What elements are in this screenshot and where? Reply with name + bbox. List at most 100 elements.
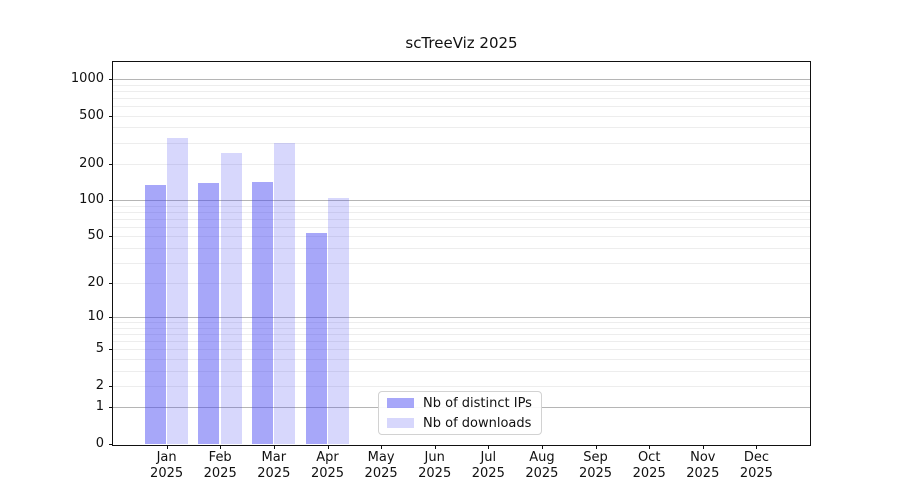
x-tick-mark-dec: [756, 445, 758, 449]
legend-swatch-distinct-ips: [387, 398, 414, 408]
y-tick-label-20: 20: [87, 275, 104, 291]
gridline-minor-6: [113, 341, 810, 343]
bar-jan-downloads: [167, 138, 189, 444]
bar-mar-distinct-ips: [251, 181, 273, 444]
gridline-minor-60: [113, 226, 810, 228]
gridline-minor-2: [113, 386, 810, 387]
x-tick-label-oct: Oct 2025: [621, 450, 677, 482]
x-tick-month: Jan: [156, 450, 177, 465]
x-tick-mark-nov: [702, 445, 704, 449]
legend: Nb of distinct IPs Nb of downloads: [378, 391, 542, 435]
x-tick-mark-jan: [166, 445, 168, 449]
gridline-minor-300: [113, 142, 810, 144]
chart-title: scTreeViz 2025: [405, 34, 518, 52]
gridline-minor-90: [113, 205, 810, 207]
legend-label: Nb of distinct IPs: [423, 395, 532, 411]
y-tick-mark-1000: [109, 79, 113, 80]
x-tick-month: Jun: [424, 450, 445, 465]
gridline-minor-8: [113, 327, 810, 329]
gridline-major-1000: [113, 79, 810, 80]
y-tick-label-5: 5: [95, 341, 104, 357]
legend-label: Nb of downloads: [423, 415, 532, 431]
x-tick-label-jan: Jan 2025: [139, 450, 195, 482]
bar-apr-downloads: [328, 197, 349, 444]
bar-feb-distinct-ips: [198, 182, 220, 444]
x-tick-mark-oct: [649, 445, 651, 449]
x-tick-month: Sep: [583, 450, 608, 465]
x-tick-month: Oct: [637, 450, 661, 465]
x-tick-year: 2025: [257, 466, 291, 481]
gridline-minor-20: [113, 283, 810, 285]
gridline-minor-900: [113, 84, 810, 86]
y-tick-mark-200: [109, 163, 113, 165]
bar-jan-distinct-ips: [144, 184, 166, 444]
x-tick-year: 2025: [525, 466, 559, 481]
y-tick-mark-100: [109, 200, 113, 202]
x-tick-label-jun: Jun 2025: [407, 450, 463, 482]
y-tick-label-10: 10: [87, 309, 104, 325]
x-tick-month: Nov: [690, 450, 716, 465]
gridline-major-100: [113, 200, 810, 202]
x-tick-label-nov: Nov 2025: [675, 450, 731, 482]
x-tick-label-aug: Aug 2025: [514, 450, 570, 482]
bar-mar-downloads: [274, 142, 296, 444]
y-tick-mark-5: [109, 349, 113, 351]
gridline-minor-4: [113, 359, 810, 360]
x-tick-label-feb: Feb 2025: [192, 450, 248, 482]
x-tick-mark-apr: [327, 445, 329, 449]
gridline-minor-800: [113, 90, 810, 92]
y-tick-mark-50: [109, 236, 113, 238]
y-tick-label-0: 0: [95, 436, 104, 451]
y-tick-label-500: 500: [79, 107, 104, 123]
y-tick-label-1000: 1000: [70, 71, 104, 86]
legend-swatch-downloads: [387, 418, 414, 428]
x-tick-mark-may: [381, 445, 383, 449]
y-tick-label-1: 1: [95, 399, 104, 415]
x-tick-label-mar: Mar 2025: [246, 450, 302, 482]
y-tick-label-50: 50: [87, 228, 104, 244]
gridline-minor-50: [113, 236, 810, 238]
gridline-minor-7: [113, 334, 810, 336]
gridline-minor-5: [113, 349, 810, 351]
legend-row-downloads: Nb of downloads: [379, 415, 541, 432]
y-tick-mark-2: [109, 386, 113, 387]
x-tick-label-sep: Sep 2025: [568, 450, 624, 482]
y-tick-mark-500: [109, 115, 113, 117]
y-tick-mark-10: [109, 317, 113, 319]
x-tick-mark-mar: [273, 445, 275, 449]
x-tick-year: 2025: [150, 466, 184, 481]
x-tick-label-apr: Apr 2025: [300, 450, 356, 482]
x-tick-mark-sep: [595, 445, 597, 449]
y-tick-label-2: 2: [95, 378, 104, 393]
x-tick-mark-feb: [220, 445, 222, 449]
x-tick-label-may: May 2025: [353, 450, 409, 482]
x-tick-month: Feb: [208, 450, 232, 465]
gridline-minor-30: [113, 262, 810, 264]
gridline-minor-500: [113, 115, 810, 117]
gridline-minor-600: [113, 106, 810, 107]
x-tick-mark-jul: [488, 445, 490, 449]
x-tick-label-dec: Dec 2025: [728, 450, 784, 482]
x-tick-year: 2025: [471, 466, 505, 481]
x-tick-label-jul: Jul 2025: [460, 450, 516, 482]
y-tick-label-100: 100: [79, 192, 104, 208]
x-tick-year: 2025: [203, 466, 237, 481]
bar-feb-downloads: [220, 153, 242, 444]
x-tick-year: 2025: [418, 466, 452, 481]
gridline-minor-3: [113, 370, 810, 372]
x-tick-month: Dec: [743, 450, 769, 465]
gridline-minor-700: [113, 97, 810, 99]
x-tick-year: 2025: [578, 466, 613, 481]
gridline-minor-400: [113, 127, 810, 129]
x-tick-month: Mar: [261, 450, 287, 465]
x-tick-year: 2025: [686, 466, 720, 481]
gridline-minor-70: [113, 218, 810, 220]
legend-row-distinct-ips: Nb of distinct IPs: [379, 395, 541, 412]
x-tick-year: 2025: [310, 466, 345, 481]
y-tick-mark-1: [109, 407, 113, 409]
y-tick-mark-20: [109, 283, 113, 285]
gridline-minor-200: [113, 163, 810, 165]
x-tick-year: 2025: [632, 466, 666, 481]
x-tick-month: Apr: [316, 450, 339, 465]
